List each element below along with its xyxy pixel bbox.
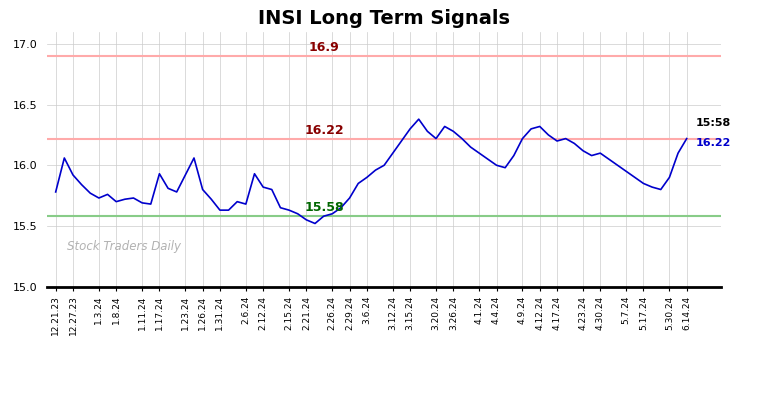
Title: INSI Long Term Signals: INSI Long Term Signals	[258, 8, 510, 27]
Text: 16.22: 16.22	[304, 124, 344, 137]
Text: 15:58: 15:58	[695, 119, 731, 129]
Text: 15.58: 15.58	[304, 201, 344, 215]
Text: Stock Traders Daily: Stock Traders Daily	[67, 240, 181, 254]
Text: 16.22: 16.22	[695, 138, 731, 148]
Text: 16.9: 16.9	[309, 41, 339, 54]
